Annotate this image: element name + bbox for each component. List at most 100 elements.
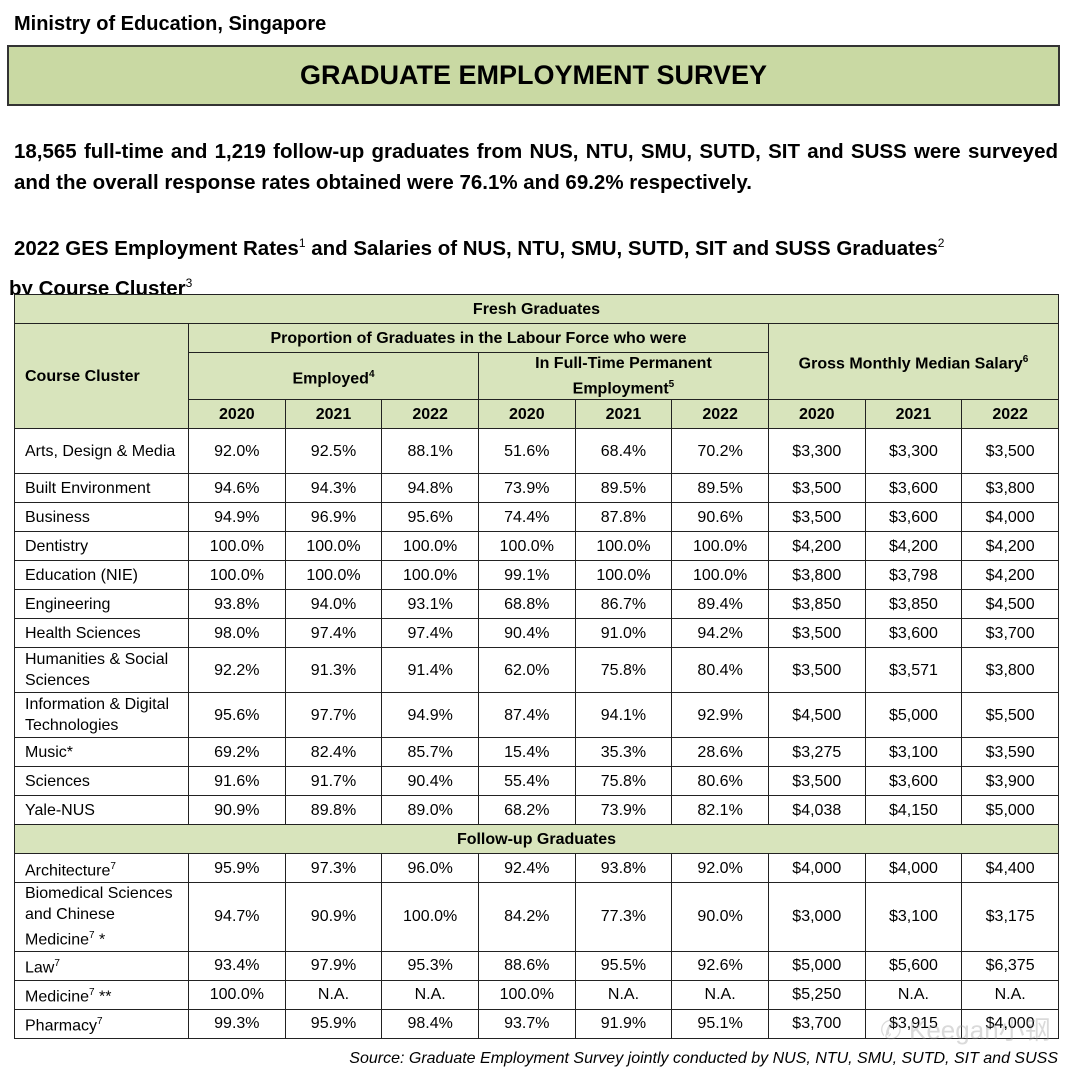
table-cell: 100.0% — [477, 531, 576, 562]
table-cell: N.A. — [671, 979, 769, 1010]
year-header: 2022 — [381, 399, 479, 430]
followup-graduates-header: Follow-up Graduates — [14, 824, 1059, 855]
table-row: Business 94.9% 96.9% 95.6% 74.4% 87.8% 90.6% $3… — [14, 502, 1059, 533]
table-cell: 88.1% — [381, 428, 479, 475]
table-row: Law7 93.4% 97.9% 95.3% 88.6% 95.5% 92.6% $5,000… — [14, 950, 1059, 981]
table-cell: 100.0% — [188, 560, 286, 591]
table-cell: 100.0% — [574, 560, 673, 591]
table-cell: 92.4% — [477, 853, 576, 884]
salary-header: Gross Monthly Median Salary6 — [767, 322, 1060, 401]
footnote-ref: 3 — [185, 275, 193, 290]
table-cell: 90.4% — [477, 618, 576, 649]
table-cell: $3,500 — [767, 618, 866, 649]
table-cell: $5,000 — [961, 795, 1059, 826]
table-cell: 90.4% — [381, 766, 479, 797]
table-cell: 100.0% — [574, 531, 673, 562]
table-cell: $3,500 — [767, 766, 866, 797]
table-row: Architecture7 95.9% 97.3% 96.0% 92.4% 93.8% 92… — [14, 853, 1059, 884]
table-row: Engineering 93.8% 94.0% 93.1% 68.8% 86.7% 89.4… — [14, 589, 1059, 620]
table-cell: $4,000 — [961, 502, 1059, 533]
course-cluster-header: Course Cluster — [14, 322, 189, 430]
table-cell: 90.9% — [284, 882, 383, 952]
table-cell: 68.4% — [574, 428, 673, 475]
ftpe-label: In Full-Time Permanent Employment — [535, 355, 712, 398]
table-cell: 98.4% — [381, 1008, 479, 1039]
table-cell: $5,000 — [864, 692, 963, 739]
table-cell: 92.2% — [188, 647, 286, 694]
year-header: 2020 — [767, 399, 866, 430]
table-row: Arts, Design & Media 92.0% 92.5% 88.1% 51.6%… — [14, 428, 1059, 475]
course-cluster-name: Humanities & Social Sciences — [14, 647, 189, 694]
table-cell: 91.6% — [188, 766, 286, 797]
table-cell: $6,375 — [961, 950, 1059, 981]
table-cell: $5,600 — [864, 950, 963, 981]
table-row: Biomedical Sciences and Chinese Medicine… — [14, 882, 1059, 952]
table-cell: 95.6% — [188, 692, 286, 739]
table-cell: $3,100 — [864, 882, 963, 952]
table-cell: 77.3% — [574, 882, 673, 952]
footnote-ref: 6 — [1022, 354, 1029, 365]
employed-header: Employed4 — [188, 351, 479, 401]
table-cell: 100.0% — [284, 531, 383, 562]
table-cell: 91.4% — [381, 647, 479, 694]
table-cell: 82.1% — [671, 795, 769, 826]
course-cluster-name: Medicine7 ** — [14, 979, 189, 1010]
course-cluster-name: Biomedical Sciences and Chinese Medicine… — [14, 882, 189, 952]
table-cell: $3,600 — [864, 618, 963, 649]
year-header: 2021 — [284, 399, 383, 430]
table-cell: $3,800 — [961, 473, 1059, 504]
table-cell: 90.9% — [188, 795, 286, 826]
table-cell: N.A. — [864, 979, 963, 1010]
table-cell: 97.9% — [284, 950, 383, 981]
course-cluster-name: Engineering — [14, 589, 189, 620]
table-cell: $3,850 — [864, 589, 963, 620]
table-cell: 89.5% — [574, 473, 673, 504]
table-cell: 88.6% — [477, 950, 576, 981]
table-cell: N.A. — [961, 979, 1059, 1010]
table-cell: 94.0% — [284, 589, 383, 620]
table-cell: $4,000 — [767, 853, 866, 884]
table-cell: $4,500 — [767, 692, 866, 739]
table-cell: 100.0% — [477, 979, 576, 1010]
table-cell: 75.8% — [574, 766, 673, 797]
table-cell: $5,250 — [767, 979, 866, 1010]
table-cell: N.A. — [284, 979, 383, 1010]
table-cell: 96.0% — [381, 853, 479, 884]
footnote-ref: 5 — [668, 379, 675, 390]
table-cell: 100.0% — [381, 882, 479, 952]
table-cell: 100.0% — [381, 560, 479, 591]
table-cell: 100.0% — [188, 531, 286, 562]
table-cell: 95.6% — [381, 502, 479, 533]
table-cell: $3,500 — [767, 647, 866, 694]
source-note: Source: Graduate Employment Survey joint… — [349, 1050, 1058, 1067]
table-cell: $3,175 — [961, 882, 1059, 952]
table-cell: 92.0% — [188, 428, 286, 475]
course-cluster-name: Dentistry — [14, 531, 189, 562]
table-cell: 96.9% — [284, 502, 383, 533]
course-cluster-name: Arts, Design & Media — [14, 428, 189, 475]
table-row: Yale-NUS 90.9% 89.8% 89.0% 68.2% 73.9% 82.1% $4… — [14, 795, 1059, 826]
table-cell: 73.9% — [477, 473, 576, 504]
table-cell: 97.3% — [284, 853, 383, 884]
table-cell: 35.3% — [574, 737, 673, 768]
employment-table: Fresh Graduates Course Cluster Proportio… — [14, 294, 1060, 1039]
table-cell: $3,850 — [767, 589, 866, 620]
table-cell: 100.0% — [671, 560, 769, 591]
table-cell: $3,600 — [864, 766, 963, 797]
table-cell: 87.4% — [477, 692, 576, 739]
table-row: Built Environment 94.6% 94.3% 94.8% 73.9% 89.… — [14, 473, 1059, 504]
table-cell: 68.2% — [477, 795, 576, 826]
table-cell: 95.5% — [574, 950, 673, 981]
table-cell: 97.4% — [284, 618, 383, 649]
table-cell: 97.4% — [381, 618, 479, 649]
course-cluster-name: Music* — [14, 737, 189, 768]
course-cluster-name: Built Environment — [14, 473, 189, 504]
title-part: by Course Cluster — [9, 276, 186, 300]
course-cluster-name: Sciences — [14, 766, 189, 797]
table-cell: 70.2% — [671, 428, 769, 475]
table-cell: $4,000 — [864, 853, 963, 884]
table-cell: $3,600 — [864, 502, 963, 533]
table-cell: $3,915 — [864, 1008, 963, 1039]
table-cell: 28.6% — [671, 737, 769, 768]
table-row: Music* 69.2% 82.4% 85.7% 15.4% 35.3% 28.6% $3,2… — [14, 737, 1059, 768]
